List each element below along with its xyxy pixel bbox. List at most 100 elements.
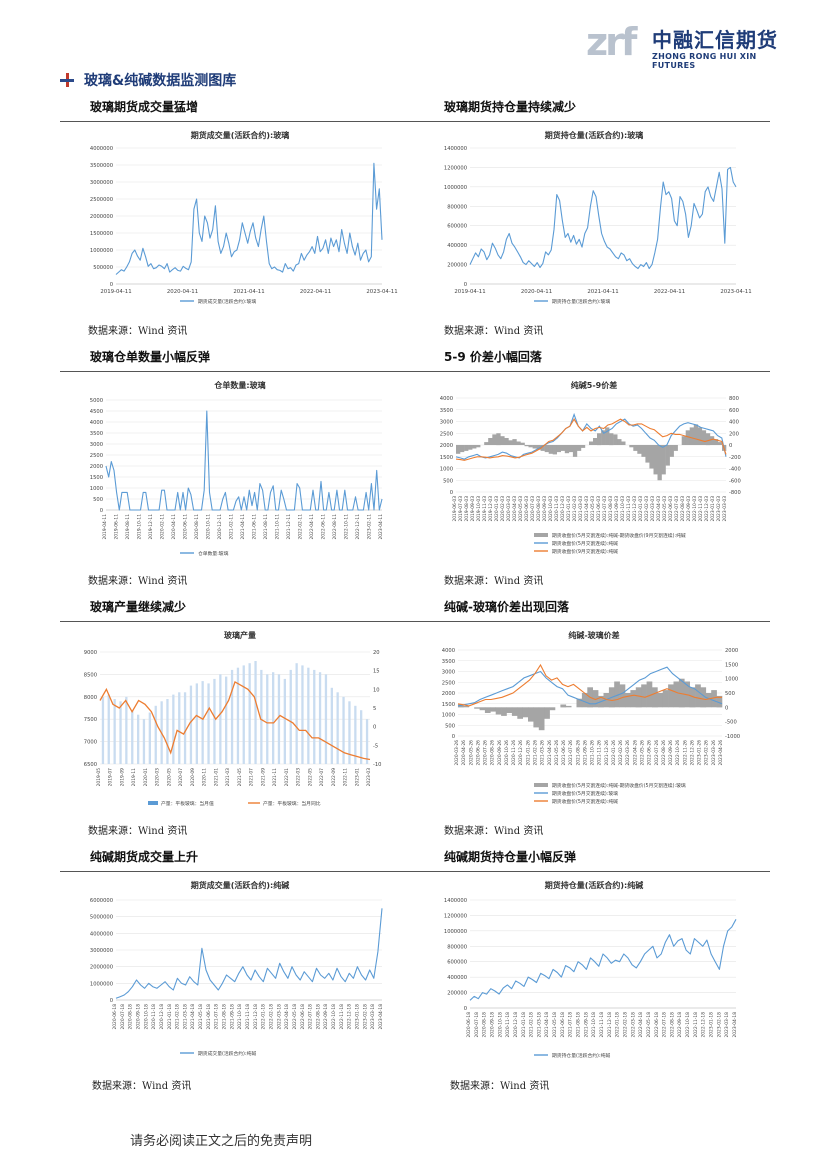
spread-bar — [653, 445, 658, 475]
spread-bar — [524, 445, 529, 447]
company-logo: zrf 中融汇信期货 ZHONG RONG HUI XIN FUTURES — [586, 18, 786, 70]
spread-bar — [614, 681, 620, 708]
x-tick-label: 2020-09-18 — [135, 1004, 141, 1030]
spread-bar — [657, 693, 663, 708]
spread-bar — [700, 687, 707, 708]
x-tick-label: 2020-12-03 — [560, 496, 566, 522]
spread-bar — [511, 707, 518, 716]
x-tick-label: 2022-04-11 — [300, 289, 331, 295]
x-tick-label: 2021-04-11 — [587, 289, 618, 295]
spread-bar — [693, 424, 699, 445]
y-tick-label: 1200000 — [444, 913, 467, 919]
x-tick-label: 2022-12-18 — [701, 1012, 707, 1038]
x-tick-label: 2022-03 — [296, 768, 302, 787]
x-tick-label: 2021-05-03 — [590, 496, 596, 522]
x-tick-label: 2021-10-03 — [620, 496, 626, 522]
y-tick-label: 2000000 — [90, 214, 113, 220]
x-tick-label: 2020-10-18 — [497, 1012, 503, 1038]
series-line — [99, 680, 371, 761]
x-tick-label: 2020-11 — [202, 768, 208, 787]
legend-label: 期货收盘价(9月交割连续):纯碱 — [552, 548, 618, 555]
x-tick-label: 2021-01-03 — [566, 496, 572, 522]
x-tick-label: 2022-10-18 — [685, 1012, 691, 1038]
x-tick-label: 2023-01-18 — [709, 1012, 715, 1038]
panel-caption-7: 纯碱期货成交量上升 — [90, 850, 199, 864]
legend-label: 期货收盘价(5月交割连续):纯碱 — [552, 540, 618, 547]
x-tick-label: 2021-06-18 — [560, 1012, 566, 1038]
y-tick-label: 4000 — [442, 648, 455, 654]
x-tick-label: 2021-01 — [213, 768, 219, 787]
y-tick-label: 1000000 — [444, 185, 467, 191]
spread-bar — [641, 445, 646, 457]
x-tick-label: 2020-08-11 — [194, 514, 200, 540]
y-tick-label: 5000000 — [90, 915, 113, 921]
output-bar — [178, 692, 181, 764]
x-tick-label: 2022-09-18 — [323, 1004, 329, 1030]
series-line — [457, 663, 722, 707]
x-tick-label: 2021-08-18 — [576, 1012, 582, 1038]
spread-bar — [697, 427, 703, 445]
x-tick-label: 2021-07-18 — [568, 1012, 574, 1038]
y-tick-label: 400 — [729, 420, 739, 426]
section-title-text: 玻璃&纯碱数据监测图库 — [84, 73, 237, 89]
x-tick-label: 2022-10-18 — [331, 1004, 337, 1030]
spread-bar — [695, 684, 701, 708]
output-bar — [289, 669, 292, 764]
x-tick-label: 2021-07-18 — [214, 1004, 220, 1030]
spread-bar — [501, 707, 507, 716]
x-tick-label: 2023-02-26 — [704, 740, 710, 766]
y-tick-label: 1000 — [442, 713, 455, 719]
y-tick-label: 3000 — [442, 670, 455, 676]
y-tick-label: 500 — [445, 723, 455, 729]
y-tick-label: -5 — [373, 743, 378, 749]
x-tick-label: 2021-03-18 — [182, 1004, 188, 1030]
spread-bar — [716, 695, 723, 708]
x-tick-label: 2022-02-18 — [622, 1012, 628, 1038]
x-tick-label: 2019-10-11 — [137, 514, 143, 540]
x-tick-label: 2021-04-26 — [547, 740, 553, 766]
x-tick-label: 2021-09-18 — [583, 1012, 589, 1038]
y-tick-label: 200000 — [447, 263, 467, 269]
x-tick-label: 2022-04-03 — [656, 496, 662, 522]
x-tick-label: 2023-03-03 — [722, 496, 728, 522]
y-tick-label: 8500 — [84, 672, 97, 678]
source-note: 数据来源：Wind 资讯 — [88, 576, 188, 587]
x-tick-label: 2020-07-03 — [530, 496, 536, 522]
output-bar — [254, 661, 257, 764]
spread-bar — [560, 445, 566, 451]
series-line — [457, 666, 723, 707]
x-tick-label: 2020-12-26 — [518, 740, 524, 766]
x-tick-label: 2022-03-03 — [650, 496, 656, 522]
y-tick-label: -400 — [729, 467, 741, 473]
source-note: 数据来源：Wind 资讯 — [88, 326, 188, 337]
spread-bar — [592, 690, 599, 708]
x-tick-label: 2021-10-11 — [275, 514, 281, 540]
x-tick-label: 2020-12-18 — [513, 1012, 519, 1038]
x-tick-label: 2022-08-03 — [680, 496, 686, 522]
x-tick-label: 2020-11-26 — [511, 740, 517, 766]
chart-glass-open-interest: 期货持仓量(活跃合约):玻璃 0 200000 400000 600000 800000 1… — [444, 130, 752, 305]
legend-label: 期货收盘价(5月交割连续):玻璃 — [552, 790, 618, 797]
x-tick-label: 2020-09-18 — [489, 1012, 495, 1038]
chart-soda-volume: 期货成交量(活跃合约):纯碱 0 1000000 2000000 3000000 4000… — [90, 880, 384, 1057]
y-tick-label: 1400000 — [444, 146, 467, 152]
spread-bar — [500, 436, 505, 445]
spread-bar — [668, 684, 674, 708]
y-tick-label: 2000 — [440, 443, 453, 449]
y-tick-label: 4000000 — [90, 931, 113, 937]
x-tick-label: 2021-02-11 — [229, 514, 235, 540]
spread-bar — [496, 433, 501, 446]
x-tick-label: 2022-11-18 — [339, 1004, 345, 1030]
x-tick-label: 2020-07-18 — [120, 1004, 126, 1030]
chart-title: 期货成交量(活跃合约):纯碱 — [191, 880, 290, 890]
x-tick-label: 2020-05-03 — [518, 496, 524, 522]
x-tick-label: 2022-01 — [284, 768, 290, 787]
x-tick-label: 2022-09 — [331, 768, 337, 787]
y-tick-label: 9000 — [84, 650, 97, 656]
y-tick-label: 500 — [93, 497, 103, 503]
legend-label: 产量：平板玻璃：当月值 — [161, 800, 214, 807]
spread-bar — [717, 442, 723, 445]
output-bar — [113, 699, 116, 764]
spread-bar — [572, 445, 578, 457]
x-tick-label: 2019-11-03 — [482, 496, 488, 522]
